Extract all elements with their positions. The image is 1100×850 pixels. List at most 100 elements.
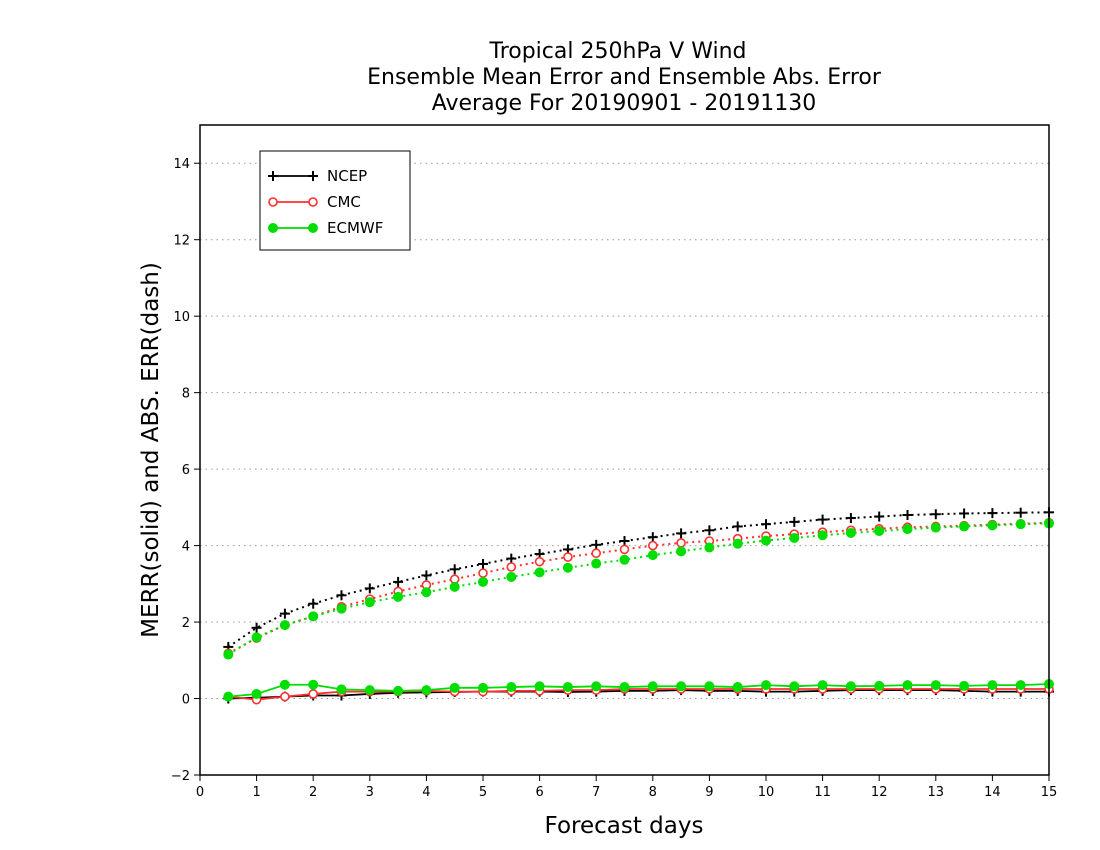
x-tick-label: 11 [814, 785, 831, 800]
abs-error-point [279, 608, 290, 619]
x-tick-label: 1 [252, 785, 260, 800]
abs-error-point [591, 558, 602, 569]
legend-box [259, 150, 411, 251]
mean-error-point [591, 681, 602, 692]
abs-error-point [591, 548, 602, 559]
abs-error-point [1015, 519, 1026, 530]
x-tick-label: 13 [928, 785, 945, 800]
abs-error-point [959, 521, 970, 532]
mean-error-point [223, 691, 234, 702]
abs-error-point [732, 538, 743, 549]
abs-error-point [336, 590, 347, 601]
y-tick-label: 10 [173, 310, 190, 325]
series-ecmwf-abs-error-line [227, 522, 1050, 656]
legend: NCEP CMC ECMWF [259, 150, 411, 251]
abs-error-point [704, 525, 715, 536]
abs-error-point [817, 530, 828, 541]
legend-label: NCEP [327, 167, 367, 185]
mean-error-point [761, 680, 771, 691]
x-tick-label: 8 [649, 785, 657, 800]
mean-error-point [930, 680, 941, 691]
abs-error-point [619, 554, 630, 565]
mean-error-point [704, 681, 715, 692]
series-cmc-abs-error-line [227, 521, 1050, 655]
abs-error-point [308, 598, 319, 609]
abs-error-point [364, 583, 375, 594]
x-tick-label: 6 [535, 785, 543, 800]
mean-error-point [562, 682, 573, 693]
abs-error-point [874, 526, 885, 537]
mean-error-point [308, 689, 319, 699]
chart-title-line-2: Ensemble Mean Error and Ensemble Abs. Er… [367, 65, 882, 90]
abs-error-point [676, 546, 687, 557]
abs-error-point [676, 538, 686, 548]
abs-error-point [817, 514, 828, 525]
mean-error-point [676, 681, 687, 692]
y-axis-label: MERR(solid) and ABS. ERR(dash) [138, 262, 164, 638]
mean-error-point [732, 682, 743, 693]
legend-marker [308, 171, 318, 181]
x-axis-label: Forecast days [545, 813, 704, 839]
abs-error-point [562, 562, 573, 573]
abs-error-point [534, 556, 545, 567]
series-group [223, 507, 1054, 705]
abs-error-point [930, 509, 941, 520]
x-tick-label: 15 [1041, 785, 1058, 800]
mean-error-point [619, 682, 630, 693]
abs-error-point [732, 521, 743, 532]
mean-error-point [478, 682, 488, 693]
abs-error-point [1015, 507, 1026, 518]
y-tick-label: 4 [182, 540, 190, 555]
x-tick-label: 7 [592, 785, 600, 800]
abs-error-point [845, 527, 856, 538]
y-tick-label: 0 [182, 693, 190, 708]
abs-error-point [449, 581, 460, 592]
plot-frame [199, 124, 1050, 776]
abs-error-point [251, 632, 262, 643]
abs-error-point [789, 516, 800, 527]
chart-title-line-3: Average For 20190901 - 20191130 [432, 91, 817, 116]
legend-item-ncep: NCEP [268, 167, 367, 185]
mean-error-point [789, 681, 800, 692]
abs-error-point [845, 513, 856, 524]
abs-error-point [647, 550, 658, 561]
abs-error-point [987, 520, 998, 531]
abs-error-point [421, 570, 432, 581]
mean-error-point [1015, 680, 1026, 691]
abs-error-point [279, 620, 290, 631]
abs-error-point [506, 571, 517, 582]
mean-error-point [647, 681, 658, 692]
abs-error-point [478, 568, 488, 578]
abs-error-point [364, 597, 375, 608]
abs-error-point [308, 611, 319, 622]
abs-error-point [449, 564, 460, 575]
mean-error-point [279, 679, 290, 690]
legend-label: ECMWF [327, 219, 383, 237]
abs-error-point [647, 540, 658, 551]
legend-item-ecmwf: ECMWF [268, 219, 383, 237]
x-tick-label: 10 [758, 785, 775, 800]
legend-item-cmc: CMC [268, 193, 361, 211]
mean-error-point [393, 685, 404, 696]
mean-error-point [534, 681, 545, 692]
x-tick-label: 0 [196, 785, 204, 800]
abs-error-point [393, 576, 404, 587]
mean-error-point [251, 688, 262, 699]
abs-error-point [251, 622, 262, 633]
abs-error-point [591, 539, 602, 550]
abs-error-point [563, 552, 573, 562]
x-tick-label: 2 [309, 785, 317, 800]
x-tick-label: 12 [871, 785, 888, 800]
mean-error-point [845, 681, 856, 692]
y-tick-label: 8 [182, 387, 190, 402]
mean-error-point [336, 684, 347, 695]
mean-error-point [959, 680, 970, 691]
series-ncep [223, 507, 1054, 704]
y-tick-label: 12 [173, 234, 190, 249]
x-tick-label: 9 [705, 785, 713, 800]
mean-error-point [449, 682, 460, 693]
y-tick-label: 14 [173, 157, 190, 172]
mean-error-point [280, 691, 290, 702]
